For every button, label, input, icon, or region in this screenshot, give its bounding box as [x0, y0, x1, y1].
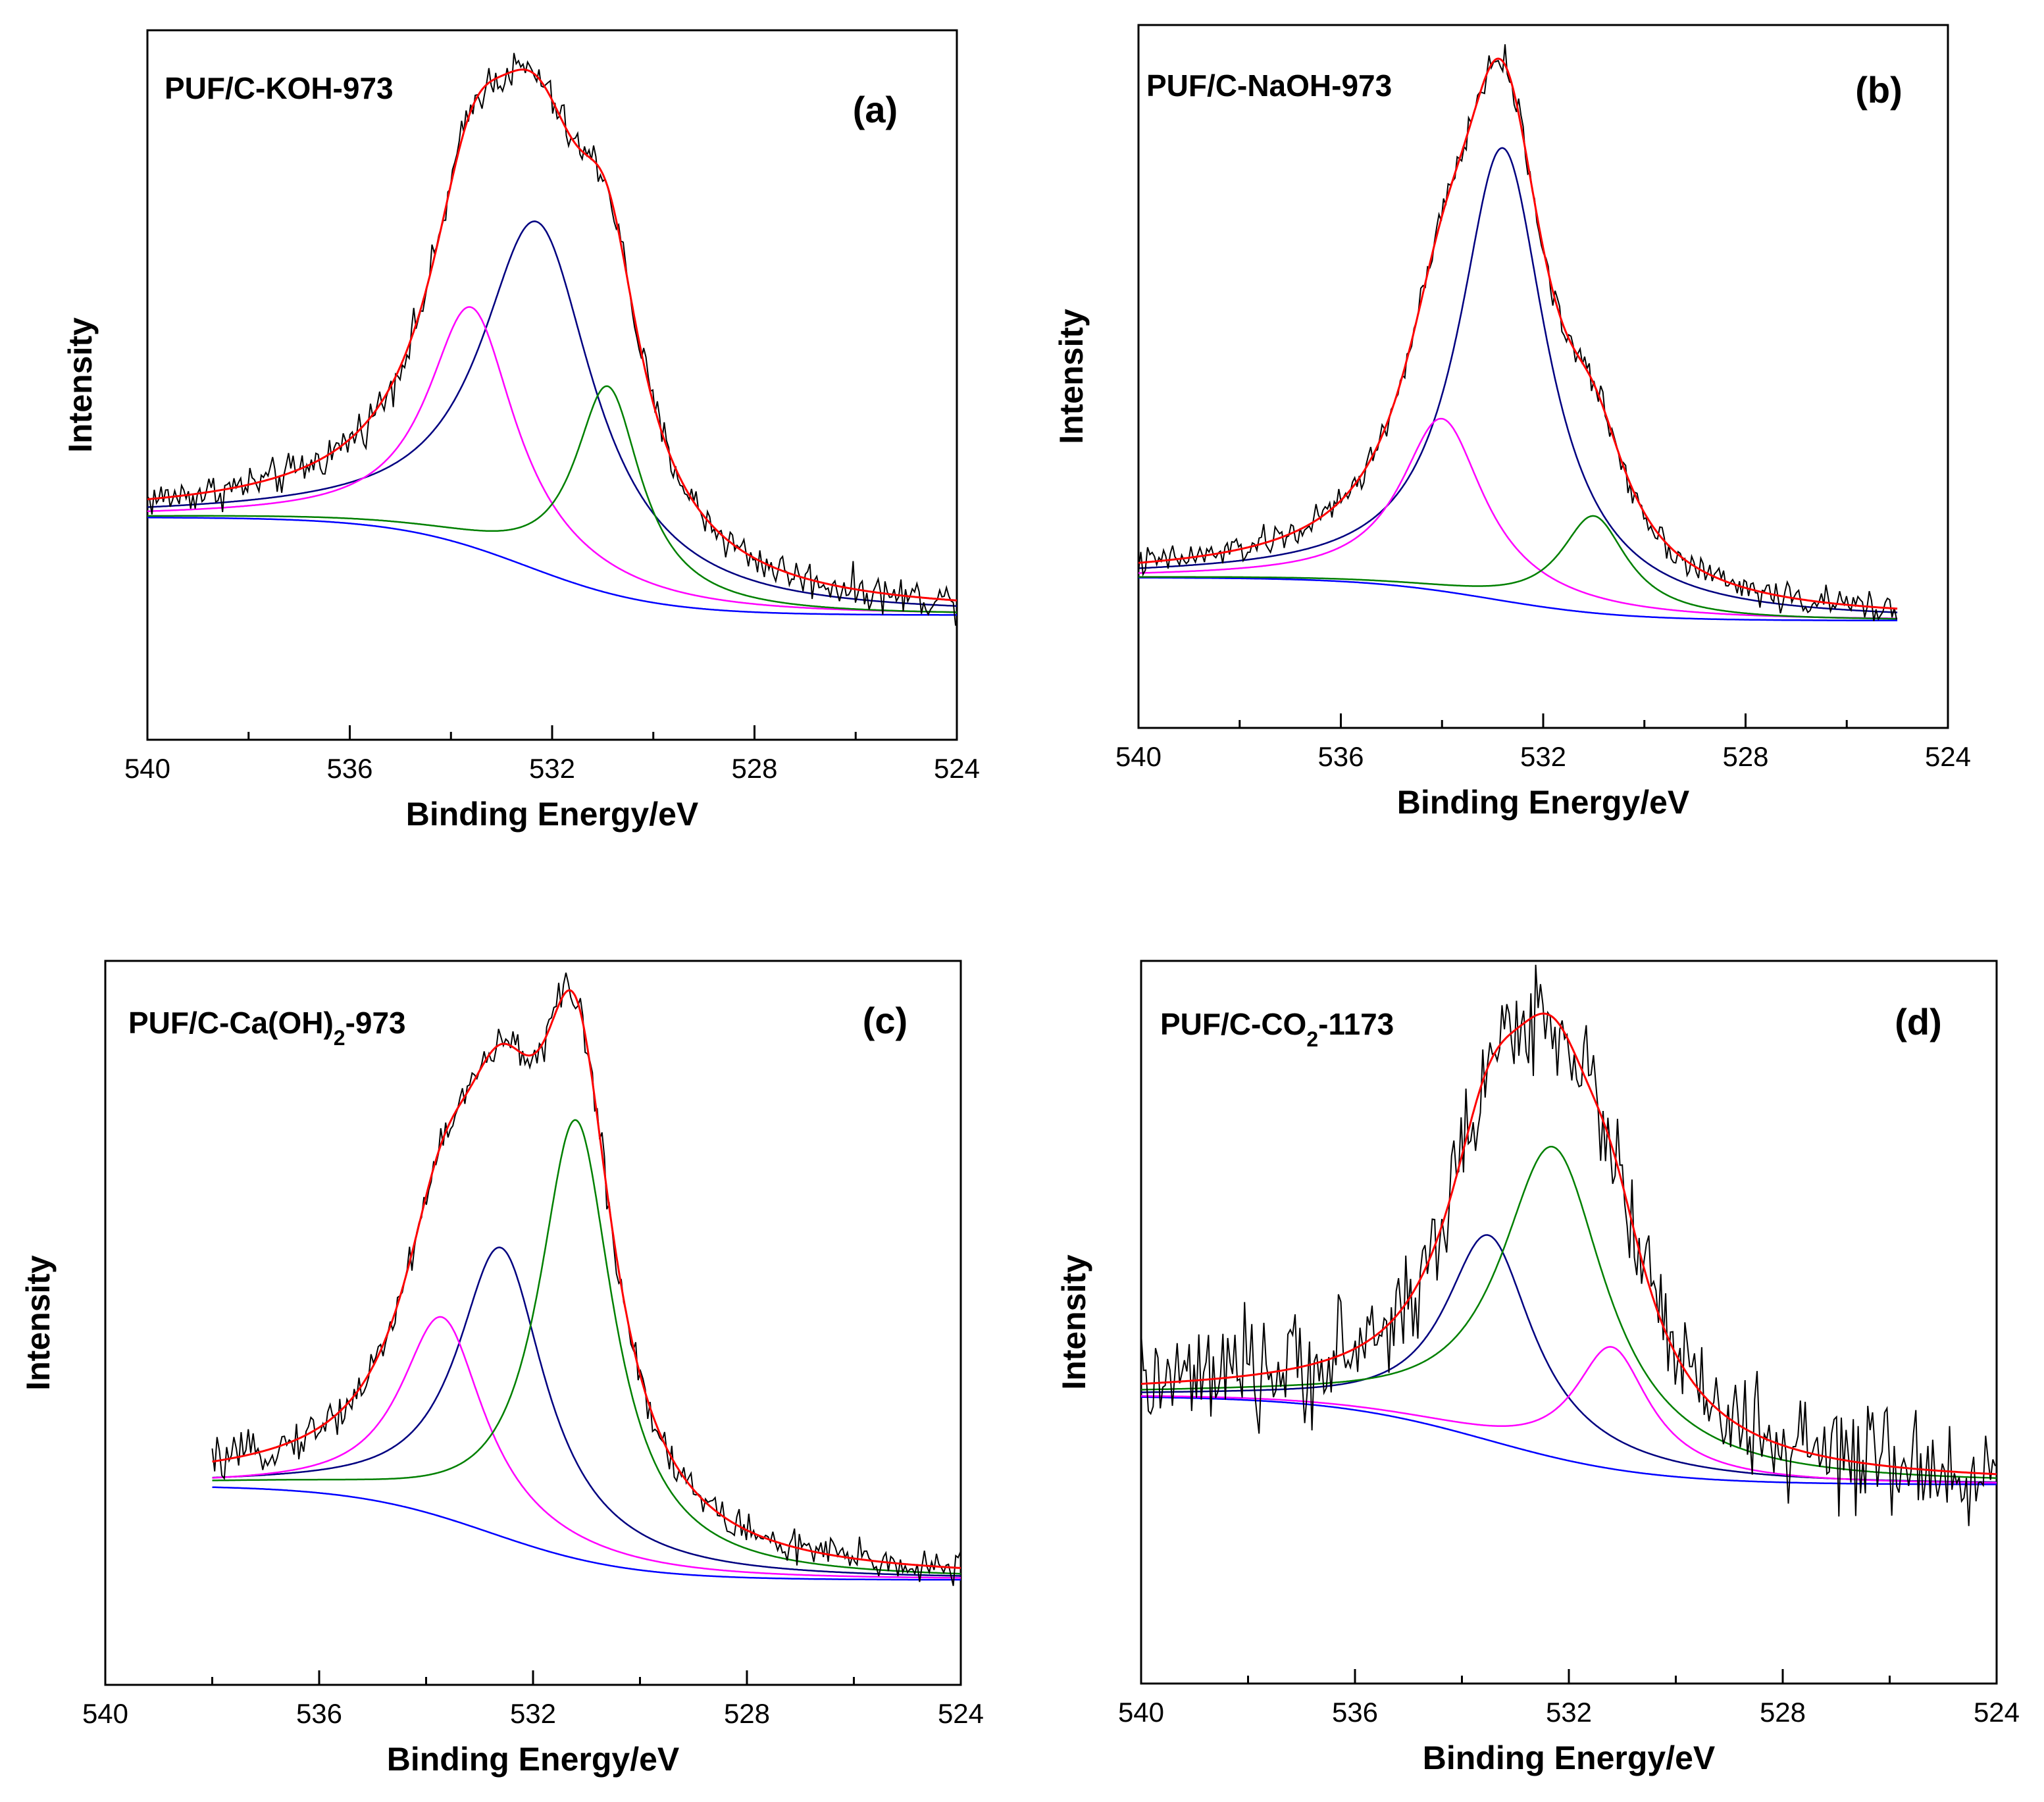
x-axis-title: Binding Energy/eV — [1423, 1739, 1716, 1776]
peak-magenta-curve — [147, 306, 957, 613]
peak-navy-curve — [147, 220, 958, 607]
y-axis-title: Intensity — [1056, 1254, 1092, 1390]
peak-magenta-curve — [1141, 1346, 1997, 1484]
x-tick-label: 536 — [326, 753, 372, 784]
x-tick-label: 528 — [1760, 1697, 1806, 1728]
x-tick-label: 532 — [1546, 1697, 1592, 1728]
panel-tag: (a) — [853, 89, 898, 130]
x-tick-label: 536 — [1332, 1697, 1378, 1728]
y-axis-title: Intensity — [62, 317, 99, 453]
x-tick-label: 532 — [510, 1698, 556, 1729]
plot-frame — [1137, 24, 1949, 729]
x-tick-label: 540 — [124, 753, 170, 784]
x-tick-label: 528 — [731, 753, 777, 784]
raw-spectrum-line — [1138, 44, 1897, 621]
x-axis-ticks: 540 536 532 528 524 — [82, 1670, 984, 1729]
x-tick-label: 528 — [724, 1698, 770, 1729]
x-tick-label: 532 — [1520, 741, 1566, 772]
peak-navy-curve — [1141, 1234, 1997, 1483]
plot-frame — [146, 29, 958, 741]
panel-d: 540 536 532 528 524 PUF/C-CO2-1173 (d) Bindi… — [1056, 960, 2020, 1776]
raw-spectrum-line — [1140, 964, 1996, 1526]
envelope-fit-curve — [147, 68, 958, 602]
envelope-fit-curve — [212, 989, 961, 1569]
sample-label-end: -973 — [345, 1006, 406, 1040]
panel-tag: (c) — [863, 1000, 907, 1041]
background-curve — [212, 1486, 961, 1581]
panel-b: 540 536 532 528 524 PUF/C-NaOH-973 (b) Bindi… — [1053, 24, 1971, 821]
x-tick-label: 540 — [1115, 741, 1162, 772]
x-tick-label: 524 — [938, 1698, 984, 1729]
plot-area — [147, 53, 958, 626]
peak-navy-curve — [1138, 147, 1898, 613]
x-tick-label: 540 — [82, 1698, 128, 1729]
plot-area — [211, 972, 961, 1586]
background-curve — [1138, 577, 1898, 622]
x-tick-label: 540 — [1118, 1697, 1164, 1728]
x-axis-title: Binding Energy/eV — [1397, 784, 1690, 821]
x-tick-label: 536 — [1317, 741, 1364, 772]
peak-navy-curve — [212, 1247, 961, 1577]
sample-label: PUF/C-Ca(OH)2-973 — [128, 1006, 406, 1050]
panel-a: 540 536 532 528 524 PUF/C-KOH-973 (a) Bindin… — [62, 29, 980, 833]
sample-label-main: PUF/C-Ca(OH) — [128, 1006, 334, 1040]
plot-frame — [1140, 960, 1998, 1685]
x-tick-label: 524 — [1974, 1697, 2020, 1728]
peak-green-curve — [1140, 1146, 1997, 1480]
background-curve — [1140, 1396, 1997, 1485]
peak-green-curve — [1138, 515, 1898, 620]
peak-magenta-curve — [212, 1316, 961, 1579]
x-axis-title: Binding Energy/eV — [406, 796, 699, 833]
envelope-fit-curve — [1141, 1012, 1997, 1476]
peak-magenta-curve — [1138, 417, 1898, 619]
sample-label: PUF/C-KOH-973 — [165, 71, 394, 105]
sample-label-main: PUF/C-CO — [1160, 1007, 1306, 1041]
x-tick-label: 532 — [529, 753, 575, 784]
x-axis-ticks: 540 536 532 528 524 — [124, 725, 980, 784]
peak-green-curve — [212, 1119, 961, 1575]
x-tick-label: 528 — [1722, 741, 1768, 772]
panel-tag: (d) — [1895, 1001, 1942, 1043]
y-axis-title: Intensity — [20, 1255, 57, 1391]
y-axis-title: Intensity — [1053, 309, 1090, 444]
x-axis-ticks: 540 536 532 528 524 — [1115, 713, 1971, 772]
x-tick-label: 524 — [934, 753, 980, 784]
x-tick-label: 524 — [1925, 741, 1971, 772]
envelope-fit-curve — [1138, 57, 1898, 610]
x-tick-label: 536 — [296, 1698, 342, 1729]
panel-tag: (b) — [1855, 69, 1903, 111]
raw-spectrum-line — [211, 972, 961, 1586]
x-axis-title: Binding Energy/eV — [387, 1741, 680, 1778]
peak-green-curve — [147, 385, 958, 613]
x-axis-ticks: 540 536 532 528 524 — [1118, 1669, 2020, 1728]
background-curve — [147, 517, 957, 616]
sample-label-subscript: 2 — [1306, 1027, 1318, 1051]
panel-c: 540 536 532 528 524 PUF/C-Ca(OH)2-973 (c) Bi… — [20, 960, 984, 1778]
plot-area — [1140, 964, 1997, 1526]
sample-label-subscript: 2 — [334, 1026, 345, 1050]
sample-label: PUF/C-CO2-1173 — [1160, 1007, 1394, 1051]
plot-area — [1138, 44, 1898, 622]
sample-label-end: -1173 — [1318, 1007, 1394, 1041]
sample-label: PUF/C-NaOH-973 — [1146, 68, 1392, 103]
raw-spectrum-line — [147, 53, 957, 626]
